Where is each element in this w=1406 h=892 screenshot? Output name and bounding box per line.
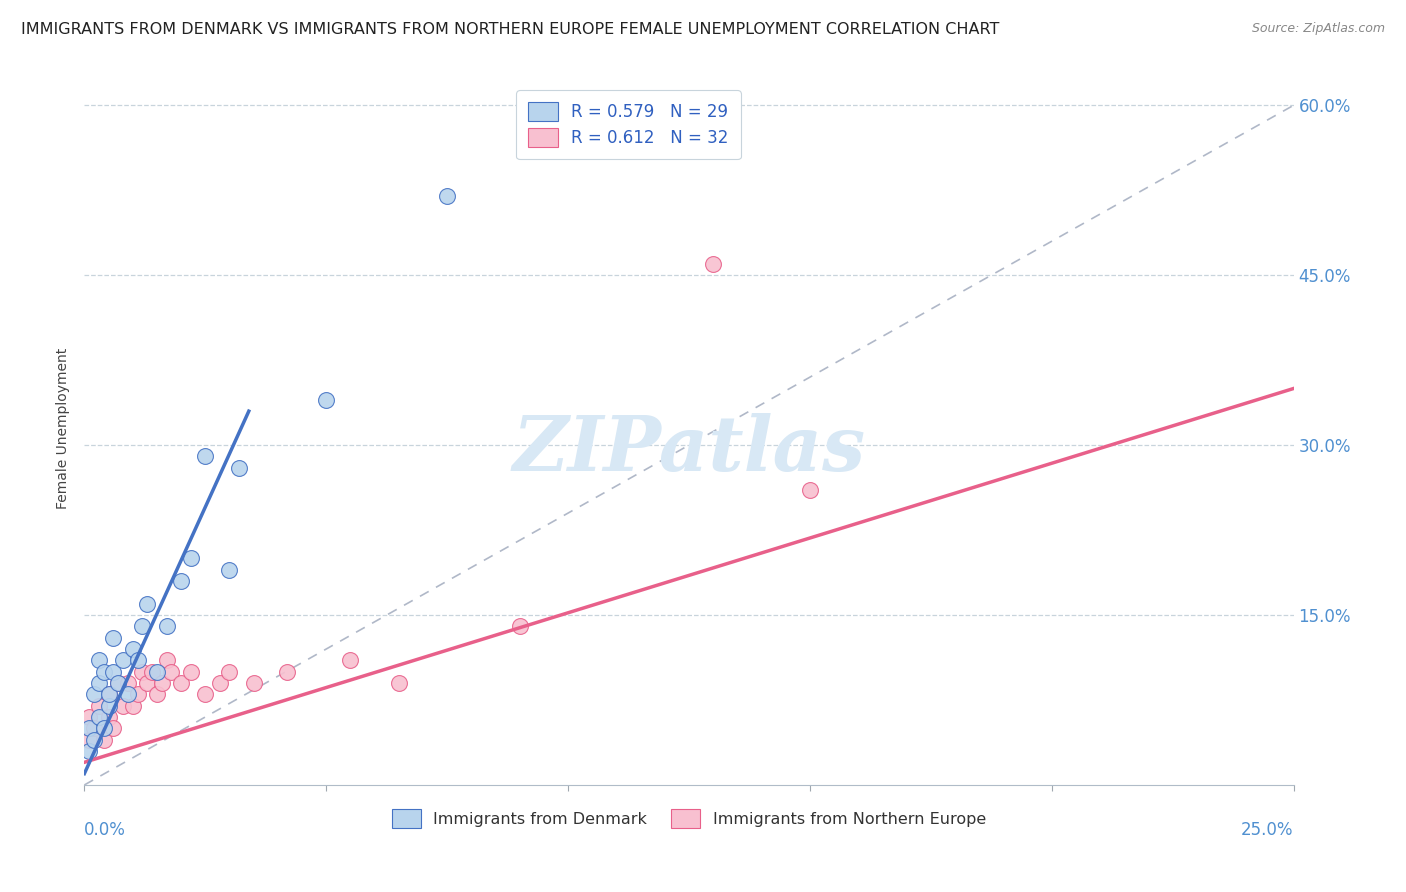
Point bbox=[87, 698, 110, 713]
Point bbox=[131, 619, 153, 633]
Legend: Immigrants from Denmark, Immigrants from Northern Europe: Immigrants from Denmark, Immigrants from… bbox=[385, 803, 993, 834]
Point bbox=[160, 665, 183, 679]
Point bbox=[121, 698, 143, 713]
Point bbox=[83, 722, 105, 736]
Point bbox=[112, 698, 135, 713]
Point bbox=[276, 665, 298, 679]
Y-axis label: Female Unemployment: Female Unemployment bbox=[56, 348, 70, 508]
Point bbox=[180, 665, 202, 679]
Point bbox=[799, 483, 821, 498]
Point bbox=[180, 551, 202, 566]
Point bbox=[83, 687, 105, 701]
Point bbox=[242, 676, 264, 690]
Point bbox=[112, 653, 135, 667]
Point bbox=[136, 676, 159, 690]
Point bbox=[97, 687, 120, 701]
Point bbox=[83, 732, 105, 747]
Point bbox=[77, 710, 100, 724]
Point bbox=[218, 563, 240, 577]
Point bbox=[131, 665, 153, 679]
Point bbox=[155, 619, 177, 633]
Point bbox=[93, 722, 115, 736]
Point bbox=[155, 653, 177, 667]
Point bbox=[87, 676, 110, 690]
Point bbox=[146, 665, 169, 679]
Point bbox=[97, 687, 120, 701]
Point bbox=[127, 687, 149, 701]
Point bbox=[315, 392, 337, 407]
Point bbox=[117, 676, 139, 690]
Point bbox=[93, 732, 115, 747]
Point bbox=[77, 744, 100, 758]
Point bbox=[77, 732, 100, 747]
Point bbox=[87, 653, 110, 667]
Point bbox=[117, 687, 139, 701]
Text: Source: ZipAtlas.com: Source: ZipAtlas.com bbox=[1251, 22, 1385, 36]
Point bbox=[103, 665, 125, 679]
Text: 0.0%: 0.0% bbox=[84, 821, 127, 838]
Point bbox=[339, 653, 361, 667]
Point bbox=[97, 710, 120, 724]
Point bbox=[702, 257, 724, 271]
Point bbox=[103, 722, 125, 736]
Point bbox=[107, 676, 129, 690]
Point bbox=[218, 665, 240, 679]
Text: ZIPatlas: ZIPatlas bbox=[512, 413, 866, 486]
Point bbox=[127, 653, 149, 667]
Point bbox=[93, 665, 115, 679]
Point bbox=[208, 676, 231, 690]
Point bbox=[97, 698, 120, 713]
Point bbox=[436, 189, 458, 203]
Point bbox=[103, 631, 125, 645]
Point bbox=[194, 450, 217, 464]
Point bbox=[77, 722, 100, 736]
Point bbox=[170, 574, 193, 588]
Point bbox=[509, 619, 531, 633]
Text: 25.0%: 25.0% bbox=[1241, 821, 1294, 838]
Point bbox=[228, 460, 250, 475]
Point bbox=[121, 642, 143, 657]
Point bbox=[136, 597, 159, 611]
Point bbox=[141, 665, 163, 679]
Text: IMMIGRANTS FROM DENMARK VS IMMIGRANTS FROM NORTHERN EUROPE FEMALE UNEMPLOYMENT C: IMMIGRANTS FROM DENMARK VS IMMIGRANTS FR… bbox=[21, 22, 1000, 37]
Point bbox=[194, 687, 217, 701]
Point bbox=[388, 676, 411, 690]
Point bbox=[107, 676, 129, 690]
Point bbox=[170, 676, 193, 690]
Point bbox=[87, 710, 110, 724]
Point bbox=[150, 676, 173, 690]
Point bbox=[146, 687, 169, 701]
